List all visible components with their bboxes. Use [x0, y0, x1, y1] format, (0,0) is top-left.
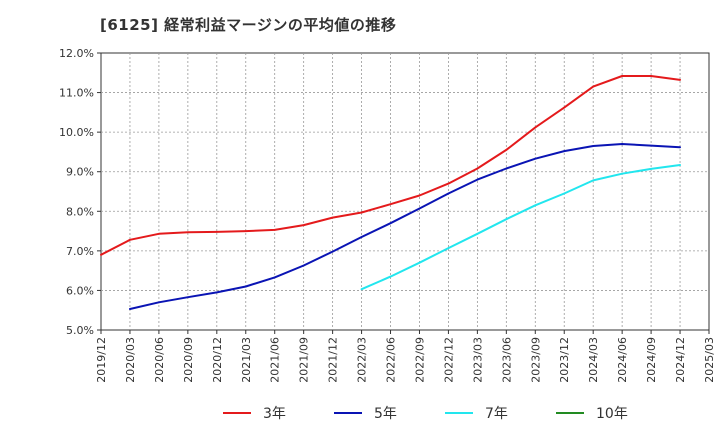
x-tick-label: 2022/12	[442, 337, 455, 383]
x-tick-label: 2021/03	[240, 337, 253, 383]
x-tick-label: 2024/12	[674, 337, 687, 383]
x-tick-label: 2020/09	[182, 337, 195, 383]
axis-layer: 5.0% 6.0% 7.0% 8.0% 9.0% 10.0% 11.0% 12.0% 2019/…	[59, 47, 716, 383]
x-tick-label: 2022/06	[385, 337, 398, 383]
x-tick-label: 2023/12	[558, 337, 571, 383]
x-tick-label: 2023/06	[500, 337, 513, 383]
x-tick-label: 2024/09	[645, 337, 658, 383]
series-layer	[100, 75, 681, 310]
grid-layer	[101, 53, 709, 330]
legend-label: 10年	[596, 406, 628, 422]
x-tick-label: 2020/12	[211, 337, 224, 383]
x-tick-label: 2019/12	[95, 337, 108, 383]
y-tick-label: 8.0%	[66, 205, 94, 218]
y-tick-label: 6.0%	[66, 284, 94, 297]
x-tick-label: 2023/03	[471, 337, 484, 383]
legend-label: 5年	[374, 406, 397, 422]
legend-label: 7年	[485, 406, 508, 422]
chart-title: [6125] 経常利益マージンの平均値の推移	[100, 16, 397, 34]
plot-area	[100, 52, 710, 331]
x-tick-label: 2023/09	[529, 337, 542, 383]
x-tick-label: 2020/03	[124, 337, 137, 383]
y-tick-label: 11.0%	[59, 87, 94, 100]
y-tick-label: 10.0%	[59, 126, 94, 139]
y-tick-label: 9.0%	[66, 166, 94, 179]
legend-label: 3年	[263, 406, 286, 422]
x-tick-label: 2022/03	[356, 337, 369, 383]
x-tick-label: 2024/03	[587, 337, 600, 383]
series-line-3年	[100, 75, 681, 256]
legend: 3年 5年 7年 10年	[223, 406, 628, 422]
x-tick-label: 2021/06	[269, 337, 282, 383]
series-line-5年	[129, 143, 681, 310]
x-tick-label: 2021/12	[327, 337, 340, 383]
x-tick-label: 2024/06	[616, 337, 629, 383]
x-tick-label: 2021/09	[298, 337, 311, 383]
x-tick-label: 2020/06	[153, 337, 166, 383]
y-tick-label: 5.0%	[66, 324, 94, 337]
series-line-7年	[360, 164, 681, 291]
x-tick-label: 2022/09	[413, 337, 426, 383]
y-tick-label: 7.0%	[66, 245, 94, 258]
y-tick-label: 12.0%	[59, 47, 94, 60]
x-tick-label: 2025/03	[703, 337, 716, 383]
